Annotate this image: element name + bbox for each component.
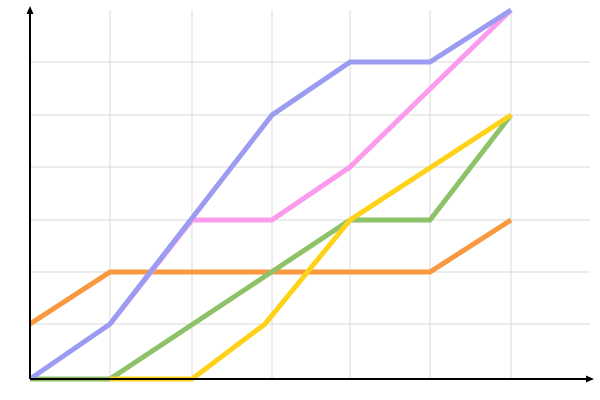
x-axis-arrow-icon <box>586 375 594 383</box>
series-line-purple <box>28 7 513 382</box>
axes <box>26 6 594 383</box>
series-line-green <box>30 113 513 382</box>
y-axis-arrow-icon <box>26 6 34 14</box>
